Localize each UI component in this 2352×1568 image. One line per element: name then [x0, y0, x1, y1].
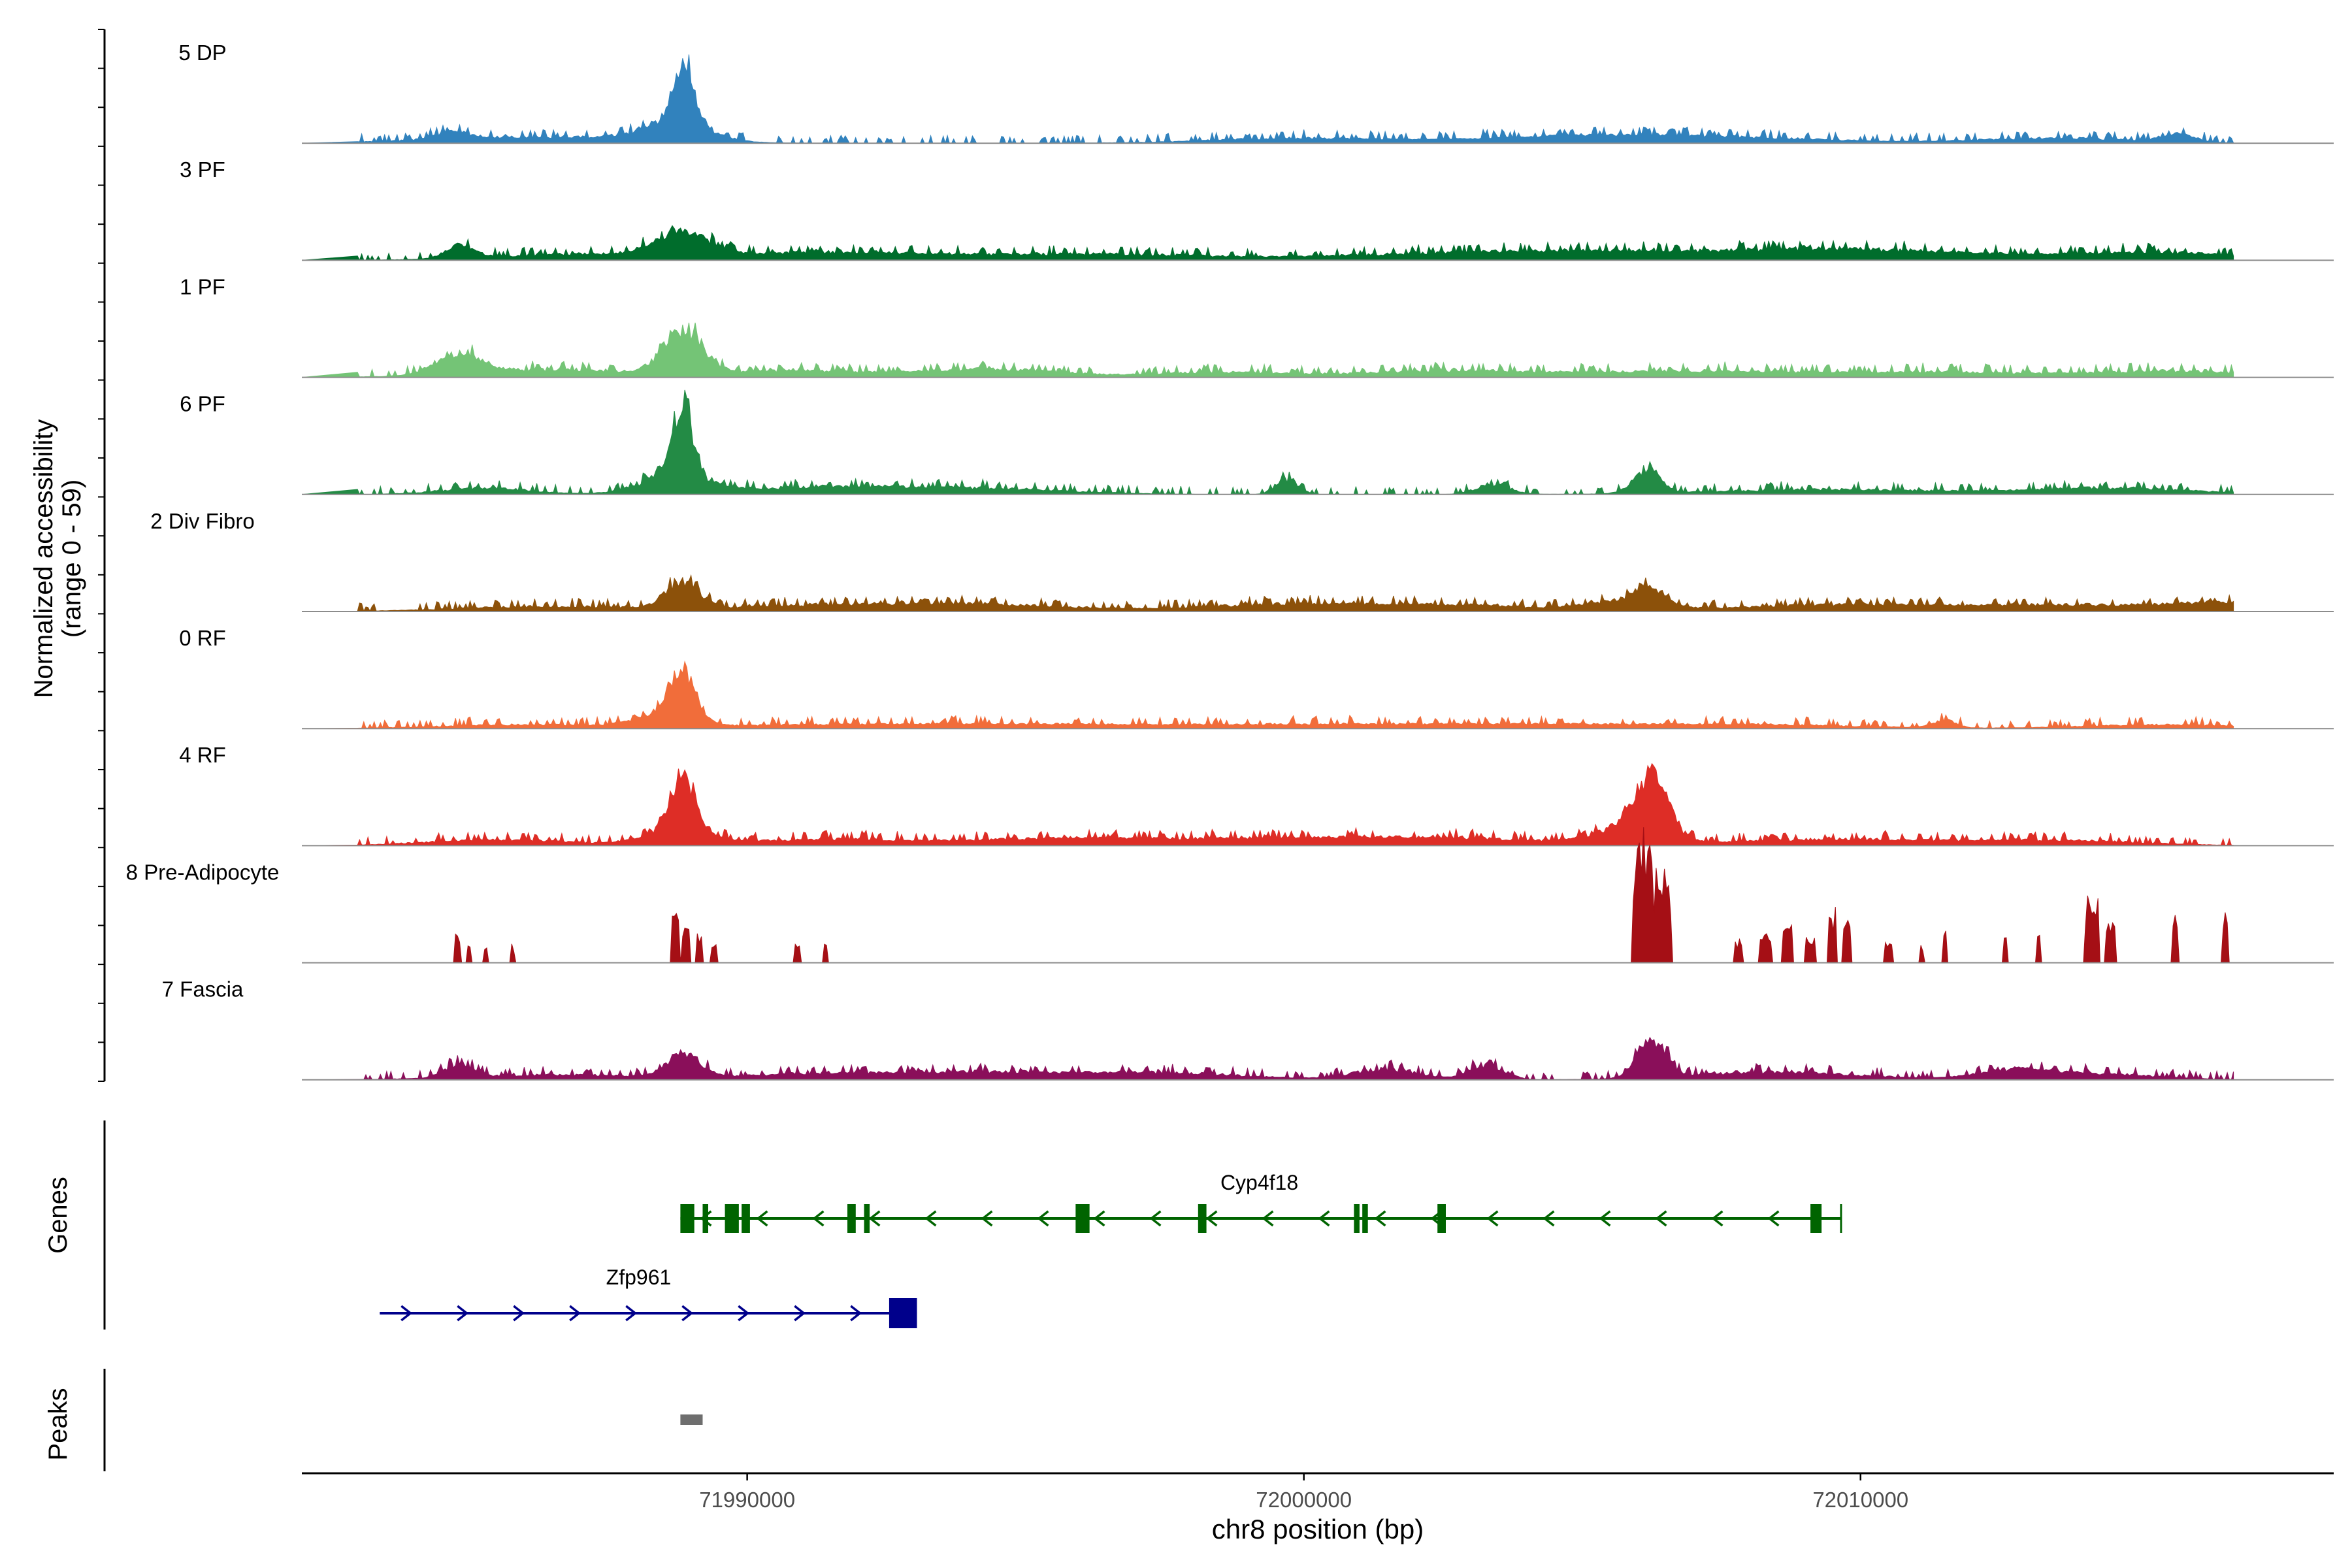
exon	[847, 1204, 856, 1233]
strand-chevron	[625, 1305, 638, 1322]
track-label: 6 PF	[180, 392, 225, 416]
track-label: 4 RF	[179, 743, 226, 767]
track-signal	[301, 660, 2234, 729]
track-2: 1 PF	[180, 274, 2334, 378]
strand-chevron	[1655, 1210, 1667, 1227]
y-axis-label-line1: Normalized accessibility	[29, 419, 58, 698]
strand-chevron	[1037, 1210, 1049, 1227]
strand-chevron	[457, 1305, 469, 1322]
gene-zfp961: Zfp961	[380, 1266, 917, 1328]
track-label: 3 PF	[180, 157, 225, 182]
exon	[680, 1204, 694, 1233]
gene-label: Cyp4f18	[1220, 1171, 1298, 1194]
strand-chevron	[569, 1305, 581, 1322]
track-label: 7 Fascia	[162, 977, 244, 1002]
track-1: 3 PF	[180, 157, 2334, 261]
gene-cyp4f18: Cyp4f18	[680, 1171, 1842, 1233]
track-label: 1 PF	[180, 274, 225, 299]
tracks-layer: 5 DP 3 PF 1 PF 6 PF 2 Div Fibro 0 RF 4 RF 8 Pre…	[126, 41, 2334, 1081]
strand-chevron	[1599, 1210, 1611, 1227]
strand-chevron	[850, 1305, 862, 1322]
x-tick-label: 71990000	[699, 1488, 795, 1512]
strand-chevron	[1149, 1210, 1162, 1227]
exon	[1354, 1204, 1360, 1233]
axes-layer: 71990000 72000000 72010000	[98, 29, 2334, 1512]
strand-chevron	[812, 1210, 825, 1227]
exon	[1437, 1204, 1446, 1233]
exon	[1362, 1204, 1368, 1233]
track-4: 2 Div Fibro	[150, 509, 2334, 612]
track-signal	[301, 322, 2234, 378]
peaks-panel-label: Peaks	[44, 1388, 73, 1460]
exon	[1075, 1204, 1090, 1233]
strand-chevron	[400, 1305, 413, 1322]
track-signal	[301, 1036, 2234, 1081]
exon	[725, 1204, 739, 1233]
x-axis-label: chr8 position (bp)	[1212, 1514, 1424, 1544]
x-tick-label: 72010000	[1812, 1488, 1908, 1512]
strand-chevron	[1093, 1210, 1105, 1227]
y-axis-label-line2: (range 0 - 59)	[57, 480, 86, 638]
track-signal	[301, 54, 2234, 145]
strand-chevron	[738, 1305, 750, 1322]
track-signal	[301, 389, 2234, 496]
genes-layer: Cyp4f18 Zfp961	[380, 1171, 1842, 1328]
track-7: 8 Pre-Adipocyte	[126, 827, 2334, 964]
gene-label: Zfp961	[606, 1266, 672, 1289]
track-label: 8 Pre-Adipocyte	[126, 860, 280, 884]
track-signal	[301, 574, 2234, 612]
strand-chevron	[981, 1210, 993, 1227]
strand-chevron	[756, 1210, 768, 1227]
peaks-layer	[680, 1414, 703, 1425]
strand-chevron	[924, 1210, 937, 1227]
exon	[742, 1204, 750, 1233]
track-label: 2 Div Fibro	[150, 509, 255, 533]
exon	[889, 1298, 917, 1328]
track-8: 7 Fascia	[162, 977, 2334, 1081]
exon	[1198, 1204, 1207, 1233]
strand-chevron	[1205, 1210, 1218, 1227]
track-signal	[302, 827, 2234, 964]
peak-region	[680, 1414, 703, 1425]
track-5: 0 RF	[179, 626, 2334, 730]
exon	[702, 1204, 708, 1233]
strand-chevron	[681, 1305, 694, 1322]
exon	[864, 1204, 870, 1233]
strand-chevron	[1374, 1210, 1386, 1227]
strand-chevron	[1543, 1210, 1555, 1227]
track-3: 6 PF	[180, 389, 2334, 496]
strand-chevron	[868, 1210, 881, 1227]
track-6: 4 RF	[179, 743, 2334, 847]
x-tick-label: 72000000	[1256, 1488, 1352, 1512]
track-signal	[301, 225, 2234, 261]
strand-chevron	[513, 1305, 525, 1322]
track-signal	[301, 762, 2234, 846]
strand-chevron	[1262, 1210, 1274, 1227]
strand-chevron	[1711, 1210, 1723, 1227]
exon	[1810, 1204, 1822, 1233]
genes-panel-label: Genes	[44, 1177, 73, 1254]
strand-chevron	[1486, 1210, 1499, 1227]
strand-chevron	[794, 1305, 806, 1322]
track-label: 5 DP	[178, 41, 226, 65]
strand-chevron	[1767, 1210, 1780, 1227]
track-label: 0 RF	[179, 626, 226, 650]
strand-chevron	[1318, 1210, 1330, 1227]
track-0: 5 DP	[178, 41, 2334, 145]
